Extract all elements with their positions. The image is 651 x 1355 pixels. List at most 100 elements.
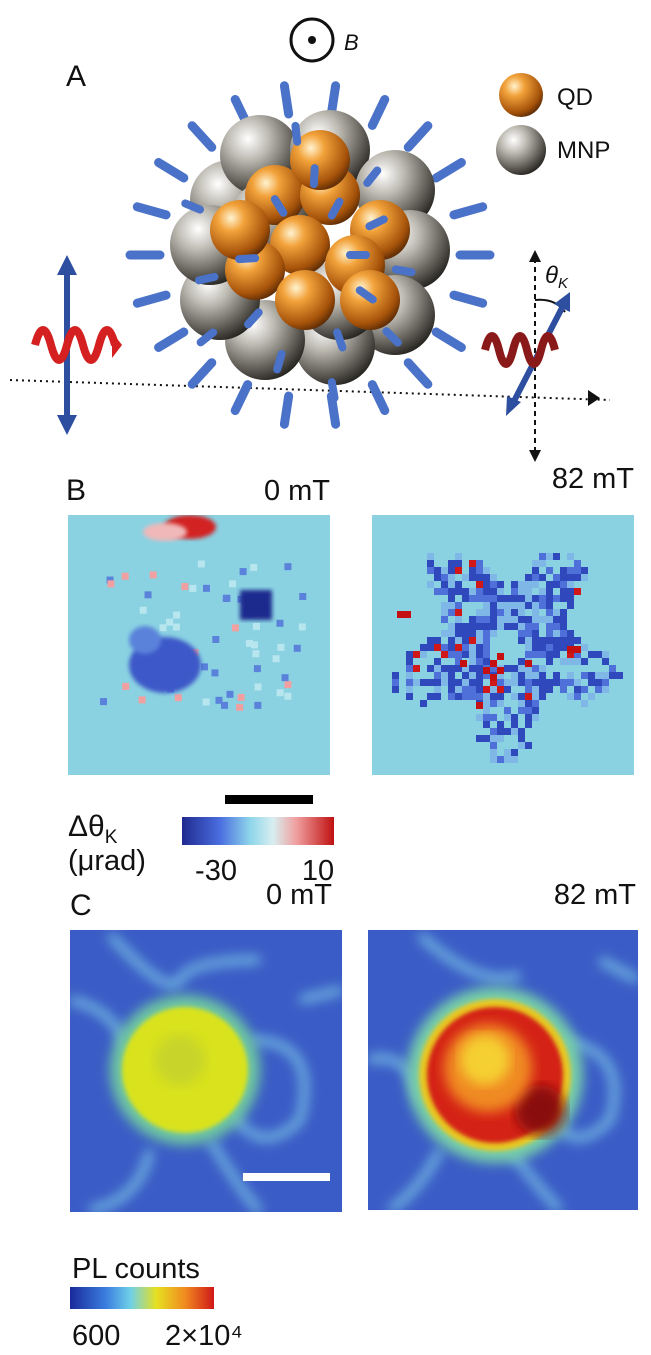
pixel — [553, 623, 560, 630]
pixel — [567, 646, 574, 653]
pixel — [420, 700, 427, 707]
pixel — [497, 609, 504, 616]
qd-sphere — [210, 200, 270, 260]
pixel — [397, 611, 404, 618]
pixel — [462, 637, 469, 644]
pixel — [497, 623, 504, 630]
legend-label: QD — [557, 84, 593, 111]
pixel — [539, 686, 546, 693]
pixel — [476, 637, 483, 644]
pixel — [511, 693, 518, 700]
pixel — [511, 609, 518, 616]
pixel — [504, 623, 511, 630]
pixel — [253, 623, 260, 630]
pixel — [518, 630, 525, 637]
pixel — [539, 672, 546, 679]
pixel — [476, 702, 483, 709]
pixel — [476, 609, 483, 616]
pixel — [441, 679, 448, 686]
arrow-head — [529, 250, 541, 262]
pixel — [518, 700, 525, 707]
wave-head — [112, 332, 122, 358]
pixel — [139, 696, 146, 703]
pixel — [462, 693, 469, 700]
pixel — [462, 679, 469, 686]
ligand-rod — [436, 163, 461, 178]
ligand-rod — [137, 295, 166, 303]
pixel — [490, 609, 497, 616]
panel-label: A — [66, 60, 86, 93]
pixel — [483, 623, 490, 630]
pixel — [441, 609, 448, 616]
pixel — [560, 623, 567, 630]
panel-label: B — [66, 474, 86, 507]
pixel — [181, 583, 188, 590]
pixel — [567, 630, 574, 637]
pixel — [518, 602, 525, 609]
pixel — [441, 651, 448, 658]
pixel — [574, 567, 581, 574]
pixel — [434, 567, 441, 574]
pixel — [427, 581, 434, 588]
ligand-rod — [239, 258, 255, 259]
pixel — [539, 602, 546, 609]
pixel — [525, 672, 532, 679]
pixel — [497, 700, 504, 707]
pixel — [284, 693, 291, 700]
pixel — [420, 644, 427, 651]
pixel — [497, 686, 504, 693]
condition-label: 0 mT — [264, 475, 330, 507]
pixel — [525, 651, 532, 658]
pixel — [490, 623, 497, 630]
pixel — [532, 581, 539, 588]
ligand-rod — [235, 385, 247, 411]
pixel — [189, 585, 196, 592]
pixel — [497, 602, 504, 609]
pixel — [511, 602, 518, 609]
pixel — [511, 616, 518, 623]
pixel — [497, 653, 504, 660]
pixel — [469, 637, 476, 644]
pixel — [546, 616, 553, 623]
pixel — [441, 581, 448, 588]
pixel — [504, 714, 511, 721]
pixel — [476, 588, 483, 595]
pixel — [448, 637, 455, 644]
pixel — [532, 644, 539, 651]
pixel — [518, 581, 525, 588]
pixel — [539, 693, 546, 700]
pixel — [448, 588, 455, 595]
pixel — [448, 623, 455, 630]
pixel — [525, 595, 532, 602]
pixel — [511, 756, 518, 763]
pixel — [476, 574, 483, 581]
scale-bar — [243, 1173, 330, 1181]
pixel — [532, 574, 539, 581]
pixel — [567, 602, 574, 609]
pixel — [490, 749, 497, 756]
pixel — [299, 623, 306, 630]
pixel — [427, 553, 434, 560]
pixel — [518, 693, 525, 700]
pixel — [490, 574, 497, 581]
pixel — [553, 574, 560, 581]
pixel — [560, 595, 567, 602]
pixel — [546, 623, 553, 630]
pixel — [490, 630, 497, 637]
pixel — [546, 658, 553, 665]
pixel — [462, 630, 469, 637]
ligand-rod — [454, 295, 483, 303]
pixel — [567, 588, 574, 595]
pixel — [455, 644, 462, 651]
pixel — [434, 574, 441, 581]
pixel — [455, 588, 462, 595]
pixel — [560, 574, 567, 581]
pixel — [483, 707, 490, 714]
pixel — [532, 567, 539, 574]
pixel — [518, 735, 525, 742]
pixel — [574, 693, 581, 700]
pixel — [252, 650, 259, 657]
pixel — [525, 623, 532, 630]
ligand-rod — [159, 163, 184, 178]
pixel — [511, 665, 518, 672]
